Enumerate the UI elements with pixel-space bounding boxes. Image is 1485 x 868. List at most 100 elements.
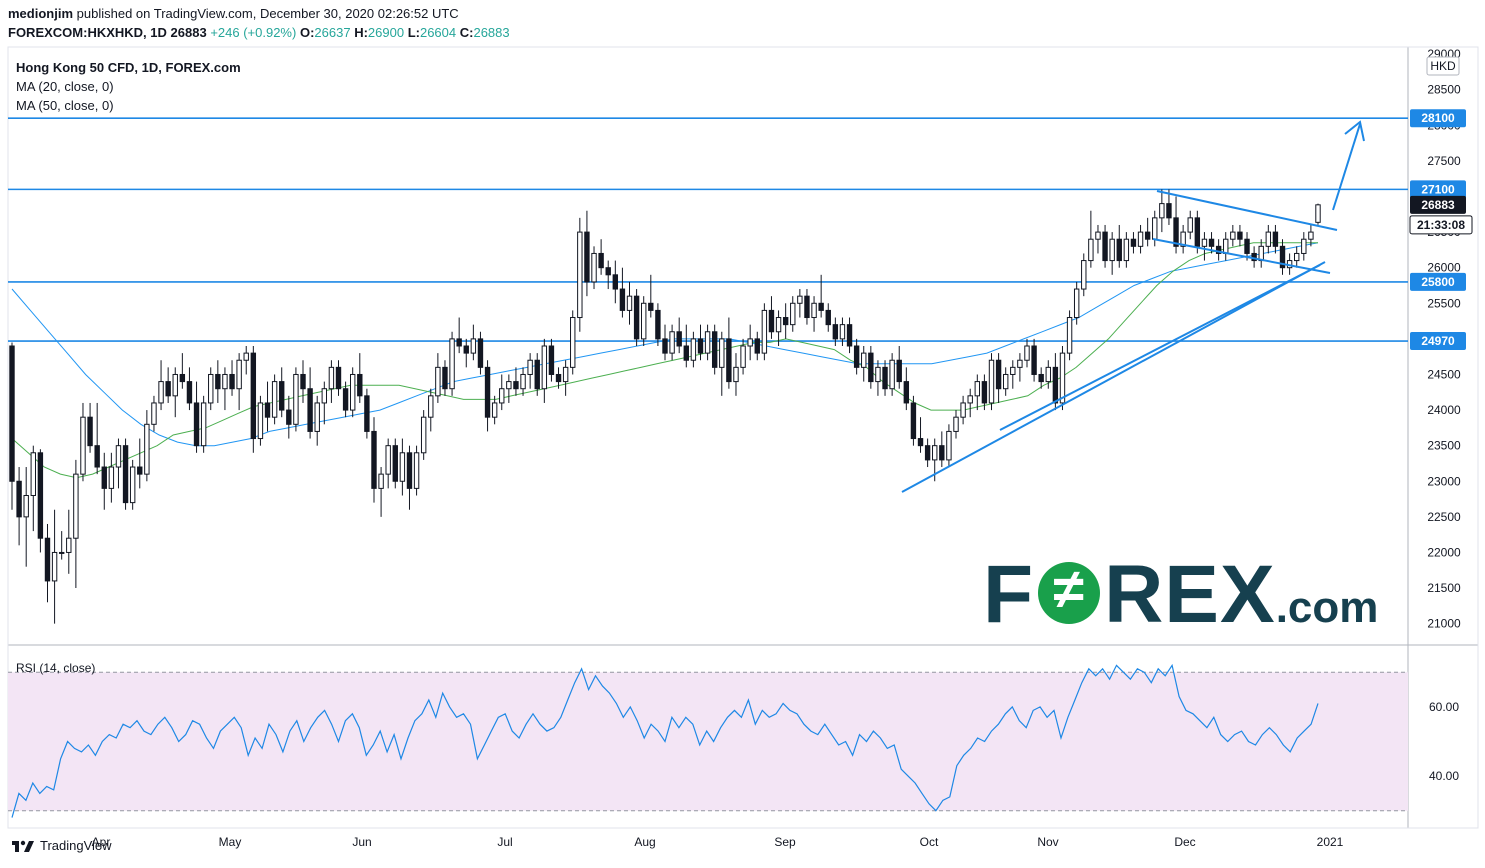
publisher-line: medionjim published on TradingView.com, … bbox=[8, 6, 459, 21]
candle bbox=[151, 395, 157, 432]
candle-body bbox=[236, 359, 242, 390]
candle-body bbox=[1088, 238, 1094, 262]
candle bbox=[101, 452, 107, 510]
candle-body bbox=[420, 416, 427, 454]
ma50-legend[interactable]: MA (50, close, 0) bbox=[16, 98, 114, 113]
candle-body bbox=[655, 309, 661, 340]
level-tag bbox=[1410, 180, 1466, 199]
candle bbox=[832, 317, 839, 346]
candle-body bbox=[889, 359, 895, 390]
candle bbox=[1201, 232, 1208, 261]
candle bbox=[534, 353, 540, 396]
y-tick-label: 24000 bbox=[1427, 403, 1461, 417]
candle-body bbox=[782, 317, 789, 326]
candle bbox=[697, 324, 704, 361]
candle-body bbox=[428, 395, 434, 418]
candle bbox=[186, 367, 193, 411]
candle-body bbox=[371, 430, 377, 489]
candle-body bbox=[626, 295, 633, 311]
high-value: 26900 bbox=[367, 25, 405, 40]
level-tag bbox=[1410, 109, 1466, 128]
candle-body bbox=[463, 345, 469, 354]
close-value: 26883 bbox=[473, 25, 510, 40]
candle bbox=[307, 367, 313, 439]
candle-body bbox=[612, 274, 619, 290]
candle bbox=[236, 353, 242, 411]
candle bbox=[364, 388, 370, 439]
candle-body bbox=[662, 338, 668, 354]
candle-body bbox=[470, 338, 477, 354]
y-tick-label: 22000 bbox=[1427, 545, 1461, 559]
level-tag-label: 27100 bbox=[1421, 182, 1455, 196]
candle bbox=[1137, 224, 1144, 254]
candle-body bbox=[775, 317, 782, 333]
candle-body bbox=[676, 331, 682, 347]
candle-body bbox=[1230, 231, 1236, 240]
candle-body bbox=[151, 402, 157, 425]
candle-body bbox=[229, 373, 235, 390]
candle-body bbox=[605, 267, 611, 276]
candle bbox=[527, 353, 533, 389]
candle bbox=[988, 353, 995, 411]
open-value: 26637 bbox=[314, 25, 351, 40]
candle-body bbox=[87, 416, 93, 447]
candle-body bbox=[875, 366, 881, 383]
candle bbox=[73, 459, 79, 589]
candle-body bbox=[23, 495, 29, 518]
candle-body bbox=[342, 388, 349, 411]
candle bbox=[1173, 196, 1179, 254]
currency-badge bbox=[1426, 56, 1460, 76]
candle bbox=[726, 317, 732, 389]
candle bbox=[385, 438, 391, 489]
candle-body bbox=[484, 366, 491, 418]
candle bbox=[775, 310, 782, 346]
candle-body bbox=[1109, 238, 1115, 262]
candle bbox=[1152, 210, 1158, 247]
uptrend-line bbox=[901, 261, 1326, 493]
candle-body bbox=[442, 366, 448, 390]
tradingview-footer[interactable]: TradingView bbox=[12, 838, 112, 853]
candle bbox=[1244, 232, 1250, 261]
candle-body bbox=[1237, 231, 1243, 240]
ma20-legend[interactable]: MA (20, close, 0) bbox=[16, 79, 114, 94]
candle bbox=[1002, 367, 1009, 396]
candle-body bbox=[527, 359, 533, 375]
rsi-line bbox=[11, 663, 1319, 818]
candle-body bbox=[321, 388, 328, 404]
candle bbox=[598, 239, 604, 275]
candle bbox=[853, 338, 860, 375]
candle-body bbox=[1066, 317, 1073, 354]
candle bbox=[279, 367, 285, 418]
candle-body bbox=[1073, 288, 1080, 319]
candle bbox=[94, 402, 100, 475]
candle bbox=[456, 317, 462, 354]
candle-body bbox=[1244, 238, 1250, 254]
candle bbox=[1265, 224, 1272, 254]
published-text: published on TradingView.com, December 3… bbox=[76, 6, 459, 21]
candle bbox=[1123, 232, 1130, 268]
candle-body bbox=[328, 366, 335, 390]
candle-body bbox=[94, 445, 100, 468]
candle-body bbox=[279, 381, 285, 411]
candle-body bbox=[506, 381, 512, 390]
candle bbox=[16, 467, 22, 546]
last-price: 26883 bbox=[170, 25, 207, 40]
candle-body bbox=[768, 309, 775, 333]
candle bbox=[420, 410, 427, 460]
candle-body bbox=[548, 345, 555, 375]
x-tick-label: May bbox=[219, 835, 242, 849]
rsi-legend[interactable]: RSI (14, close) bbox=[16, 661, 96, 675]
candle-body bbox=[222, 373, 228, 390]
candle-body bbox=[1123, 238, 1130, 262]
candle bbox=[449, 331, 455, 396]
candle-body bbox=[137, 466, 143, 475]
candle bbox=[293, 367, 299, 432]
candle bbox=[371, 417, 377, 503]
candle bbox=[1166, 189, 1172, 225]
candle bbox=[271, 374, 278, 425]
y-tick-label: 27500 bbox=[1427, 154, 1461, 168]
candle bbox=[612, 260, 619, 304]
candle-body bbox=[257, 402, 264, 440]
candle-body bbox=[37, 452, 44, 539]
